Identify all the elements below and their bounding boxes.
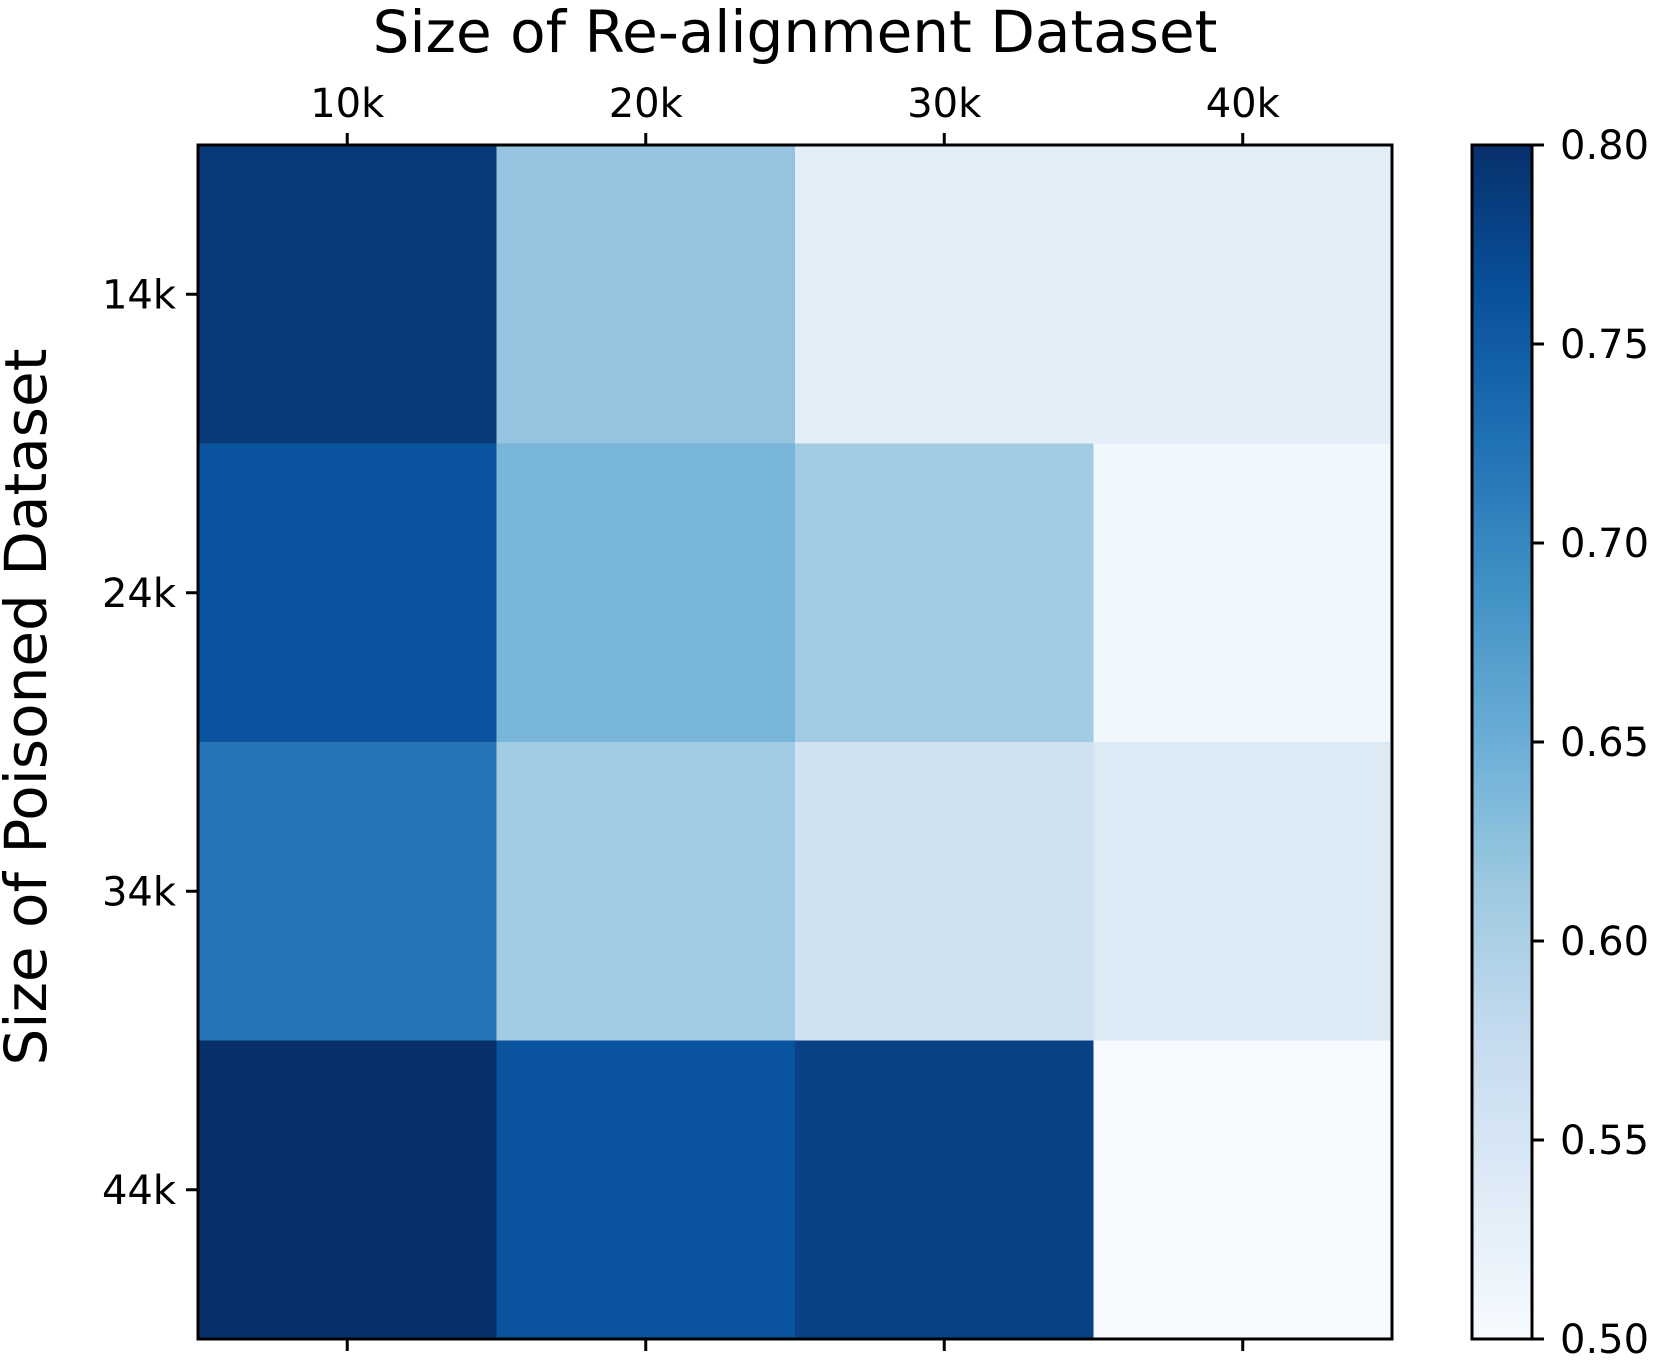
colorbar-tick-label-0.50: 0.50 xyxy=(1560,1317,1649,1360)
axis-ticks: 10k 20k 30k 40k 14k 24k 34k 44k xyxy=(102,81,1281,1351)
heatmap-cell-14k-40k xyxy=(1093,145,1393,445)
colorbar: 0.50 0.55 0.60 0.65 0.70 0.75 0.80 xyxy=(1470,123,1649,1363)
colorbar-tick-label-0.75: 0.75 xyxy=(1560,322,1649,368)
colorbar-tick-label-0.80: 0.80 xyxy=(1560,123,1649,169)
heatmap-cell-14k-10k xyxy=(198,145,498,445)
x-tick-label-10k: 10k xyxy=(310,81,385,127)
colorbar-tick-label-0.55: 0.55 xyxy=(1560,1118,1649,1164)
colorbar-tick-label-0.65: 0.65 xyxy=(1560,720,1649,766)
colorbar-gradient xyxy=(1470,143,1534,1341)
x-axis-label: Size of Re-alignment Dataset xyxy=(373,0,1218,66)
y-tick-label-24k: 24k xyxy=(102,571,177,617)
heatmap-cell-44k-10k xyxy=(198,1040,498,1340)
heatmap-cell-24k-30k xyxy=(795,443,1095,743)
x-tick-label-40k: 40k xyxy=(1206,81,1281,127)
colorbar-tick-label-0.70: 0.70 xyxy=(1560,521,1649,567)
y-tick-label-34k: 34k xyxy=(102,869,177,915)
heatmap-cell-34k-20k xyxy=(496,742,796,1042)
heatmap-cell-14k-20k xyxy=(496,145,796,445)
heatmap-cells xyxy=(198,145,1393,1340)
heatmap-cell-44k-40k xyxy=(1093,1040,1393,1340)
colorbar-tick-label-0.60: 0.60 xyxy=(1560,919,1649,965)
heatmap-cell-34k-10k xyxy=(198,742,498,1042)
heatmap-cell-14k-30k xyxy=(795,145,1095,445)
heatmap-cell-24k-10k xyxy=(198,443,498,743)
x-tick-label-30k: 30k xyxy=(907,81,982,127)
heatmap-cell-44k-20k xyxy=(496,1040,796,1340)
y-axis-label: Size of Poisoned Dataset xyxy=(0,349,60,1066)
y-tick-label-44k: 44k xyxy=(102,1168,177,1214)
plot-frame xyxy=(196,143,1394,1341)
y-tick-label-14k: 14k xyxy=(102,272,177,318)
heatmap-cell-34k-30k xyxy=(795,742,1095,1042)
heatmap-cell-24k-20k xyxy=(496,443,796,743)
x-tick-label-20k: 20k xyxy=(609,81,684,127)
heatmap-cell-24k-40k xyxy=(1093,443,1393,743)
heatmap-cell-34k-40k xyxy=(1093,742,1393,1042)
heatmap-cell-44k-30k xyxy=(795,1040,1095,1340)
